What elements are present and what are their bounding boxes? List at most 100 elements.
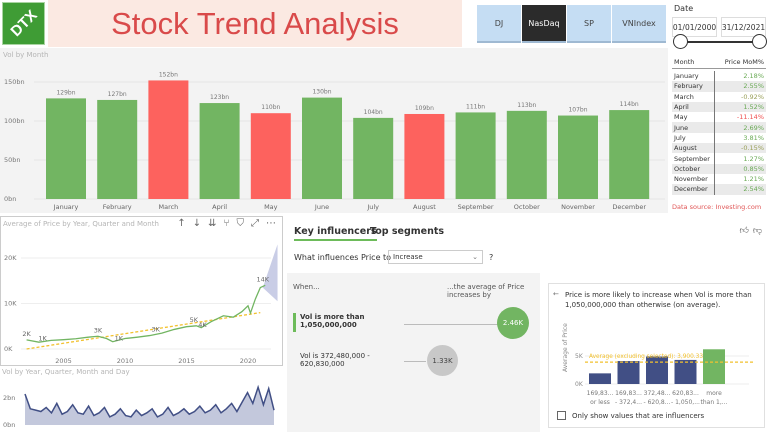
data-label: 104bn [364,109,383,116]
logo: DTX [2,2,45,45]
chart-title: Average of Price by Year, Quarter and Mo… [3,220,159,228]
bar-july [353,117,394,199]
table-row: July 3.81% [672,133,766,143]
bar-december [609,110,650,199]
x-tick-label: 2005 [55,357,72,365]
help-icon[interactable]: ? [489,253,494,262]
table-row: June 2.69% [672,122,766,133]
expand-all-icon[interactable]: ⇊ [208,218,217,229]
index-button-vnindex[interactable]: VNIndex [612,5,666,43]
x-tick-label: 372,48... [644,390,671,397]
y-tick-label: 0K [4,345,13,353]
outcome-dropdown[interactable]: Increase ⌄ [388,250,483,264]
bin-bar [674,359,697,384]
month-cell: January [674,72,699,81]
x-tick-label: - 372,4... [615,399,642,406]
filter-icon[interactable]: ⛉ [236,218,245,229]
index-button-sp[interactable]: SP [567,5,611,43]
more-options-icon[interactable]: ⋯ [266,218,276,229]
vol-by-month-chart: Vol by Month 0bn 50bn 100bn 150bn 129bn Janua… [0,48,668,213]
x-tick-label: 2010 [117,357,134,365]
month-cell: November [674,175,708,184]
data-label: 129bn [56,89,75,96]
y-tick-label: 100bn [4,117,25,125]
date-slider-end-handle[interactable] [752,34,767,49]
influencer-2-value[interactable]: 1.33K [427,345,458,376]
bin-bar [703,349,725,384]
data-label: 1K [115,334,124,342]
table-row: October 0.85% [672,163,766,174]
month-cell: April [674,103,689,112]
tab-key-influencers[interactable]: Key influencers [294,226,377,241]
data-source: Data source: Investing.com [672,203,762,211]
data-label: 109bn [415,105,434,112]
page-title: Stock Trend Analysis [111,5,399,41]
bin-bar [589,373,611,384]
date-slider-track[interactable] [678,41,762,43]
month-cell: May [674,113,688,122]
bar-february [97,99,138,199]
mom-cell: 3.81% [743,133,764,142]
drill-down-icon[interactable]: ↓ [192,218,202,229]
x-tick-label: 169,83... [587,390,614,397]
data-label: 111bn [466,103,485,110]
index-button-dj[interactable]: DJ [477,5,521,43]
vol-line [24,384,275,418]
detail-bar-chart: Average of Price 0K 5K 169,83... or less 169,… [562,323,754,406]
data-label: 107bn [568,107,587,114]
expand-hierarchy-icon[interactable]: ⑂ [223,218,230,229]
month-cell: September [674,154,710,163]
focus-mode-icon[interactable]: ⤢ [251,218,259,229]
date-label: Date [674,4,694,13]
influencers-list: When... ...the average of Price increase… [287,273,540,432]
influencer-1-text[interactable]: Vol is more than 1,050,000,000 [300,313,365,329]
y-tick-label: 0bn [3,421,15,429]
table-row: September 1.27% [672,153,766,163]
bin-bar [617,361,640,384]
start-date-input[interactable]: 01/01/2000 [672,17,717,37]
back-arrow-icon[interactable]: ← [553,290,559,298]
x-tick-label: August [413,203,436,211]
data-label: 130bn [312,89,331,96]
data-label: 1K [38,334,47,342]
x-tick-label: October [514,203,540,211]
month-cell: March [674,92,694,101]
when-header: When... [293,283,320,291]
y-tick-label: 150bn [4,78,25,86]
data-label: 3K [152,326,161,334]
mom-cell: 2.55% [743,82,764,91]
data-label: 114bn [620,101,639,108]
date-slider-start-handle[interactable] [673,34,688,49]
tab-top-segments[interactable]: Top segments [370,226,445,237]
drill-up-icon[interactable]: ↑ [177,218,186,229]
data-label: 110bn [261,104,280,111]
influencers-only-checkbox[interactable] [557,411,566,420]
vol-bar-plot: 0bn 50bn 100bn 150bn 129bn January 127bn Februa… [4,71,665,211]
x-tick-label: November [561,203,595,211]
x-tick-label: than 1,... [701,399,728,406]
index-button-nasdaq[interactable]: NasDaq [522,5,566,43]
table-row: January 2.18% [672,71,766,81]
thumbs-up-icon[interactable]: 👍︎ [739,226,749,236]
arrow-line [404,324,499,325]
end-date-input[interactable]: 31/12/2021 [721,17,766,37]
bar-january [46,98,86,199]
influencer-2-text[interactable]: Vol is 372,480,000 - 620,830,000 [300,352,370,368]
x-tick-label: June [314,203,329,211]
x-tick-label: or less [590,399,610,406]
bar-april [199,103,240,199]
x-tick-label: 2020 [240,357,257,365]
header-month: Month [674,57,695,66]
mom-cell: -0.92% [741,92,764,101]
mom-cell: 2.54% [743,185,764,194]
x-tick-label: 620,83... [672,390,699,397]
bar-october [506,110,547,199]
data-label: 152bn [159,71,178,78]
y-tick-label: 0bn [4,195,16,203]
influencer-1-value[interactable]: 2.46K [497,307,529,339]
thumbs-down-icon[interactable]: 👎︎ [752,226,762,236]
bar-may [250,113,291,199]
x-tick-label: - 620,8... [644,399,671,406]
vol-area [25,387,274,425]
